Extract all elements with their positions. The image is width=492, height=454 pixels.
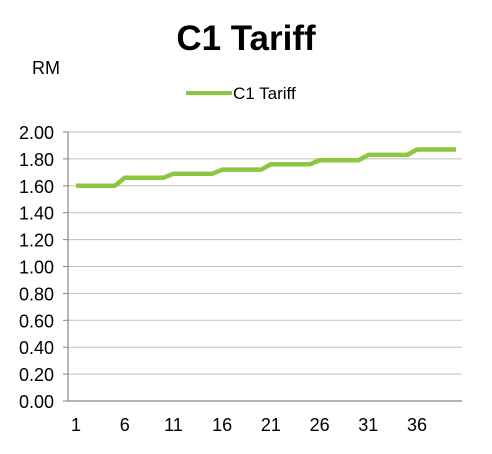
data-point bbox=[249, 168, 253, 172]
data-point bbox=[123, 176, 127, 180]
data-point bbox=[210, 172, 214, 176]
data-point bbox=[269, 162, 273, 166]
y-tick-label: 0.00 bbox=[19, 392, 54, 412]
x-tick-label: 31 bbox=[358, 415, 378, 435]
chart-title: C1 Tariff bbox=[176, 19, 316, 58]
legend-label: C1 Tariff bbox=[233, 84, 296, 103]
data-point bbox=[396, 153, 400, 157]
data-point bbox=[444, 147, 448, 151]
data-point bbox=[152, 176, 156, 180]
data-point bbox=[298, 162, 302, 166]
data-point bbox=[132, 176, 136, 180]
x-tick-label: 16 bbox=[212, 415, 232, 435]
data-point bbox=[327, 158, 331, 162]
axes bbox=[63, 131, 462, 402]
y-tick-label: 1.00 bbox=[19, 258, 54, 278]
data-point bbox=[259, 168, 263, 172]
data-point bbox=[357, 158, 361, 162]
y-tick-label: 1.40 bbox=[19, 204, 54, 224]
x-tick-label: 36 bbox=[407, 415, 427, 435]
data-point bbox=[201, 172, 205, 176]
data-point bbox=[93, 184, 97, 188]
data-point bbox=[337, 158, 341, 162]
legend: C1 Tariff bbox=[186, 84, 296, 103]
data-point bbox=[347, 158, 351, 162]
data-point bbox=[366, 153, 370, 157]
y-tick-label: 0.40 bbox=[19, 338, 54, 358]
data-point bbox=[405, 153, 409, 157]
x-tick-label: 1 bbox=[71, 415, 81, 435]
y-axis-label: RM bbox=[32, 58, 60, 78]
data-point bbox=[103, 184, 107, 188]
x-tick-label: 26 bbox=[310, 415, 330, 435]
y-tick-labels: 0.00 0.20 0.40 0.60 0.80 1.00 1.20 1.40 1.60 1.80… bbox=[19, 123, 54, 412]
data-point bbox=[308, 162, 312, 166]
y-tick-label: 0.60 bbox=[19, 311, 54, 331]
y-tick-label: 1.20 bbox=[19, 231, 54, 251]
series-layer bbox=[74, 147, 458, 189]
y-tick-label: 0.80 bbox=[19, 284, 54, 304]
series-line-c1-tariff bbox=[76, 147, 456, 189]
data-point bbox=[415, 147, 419, 151]
x-tick-label: 21 bbox=[261, 415, 281, 435]
data-point bbox=[142, 176, 146, 180]
data-point bbox=[171, 172, 175, 176]
data-point bbox=[376, 153, 380, 157]
data-point bbox=[279, 162, 283, 166]
y-tick-label: 1.60 bbox=[19, 177, 54, 197]
data-point bbox=[318, 158, 322, 162]
data-point bbox=[425, 147, 429, 151]
data-point bbox=[454, 147, 458, 151]
data-point bbox=[386, 153, 390, 157]
data-point bbox=[74, 184, 78, 188]
data-point bbox=[181, 172, 185, 176]
data-point bbox=[220, 168, 224, 172]
data-point bbox=[435, 147, 439, 151]
data-point bbox=[240, 168, 244, 172]
data-point bbox=[113, 184, 117, 188]
x-tick-label: 11 bbox=[164, 415, 183, 435]
x-tick-label: 6 bbox=[120, 415, 130, 435]
gridlines bbox=[68, 131, 462, 375]
data-point bbox=[162, 176, 166, 180]
y-tick-label: 2.00 bbox=[19, 123, 54, 143]
data-point bbox=[191, 172, 195, 176]
data-point bbox=[288, 162, 292, 166]
data-point bbox=[84, 184, 88, 188]
y-tick-label: 1.80 bbox=[19, 150, 54, 170]
data-point bbox=[230, 168, 234, 172]
x-tick-labels: 1 6 11 16 21 26 31 36 bbox=[71, 415, 427, 435]
y-tick-label: 0.20 bbox=[19, 365, 54, 385]
